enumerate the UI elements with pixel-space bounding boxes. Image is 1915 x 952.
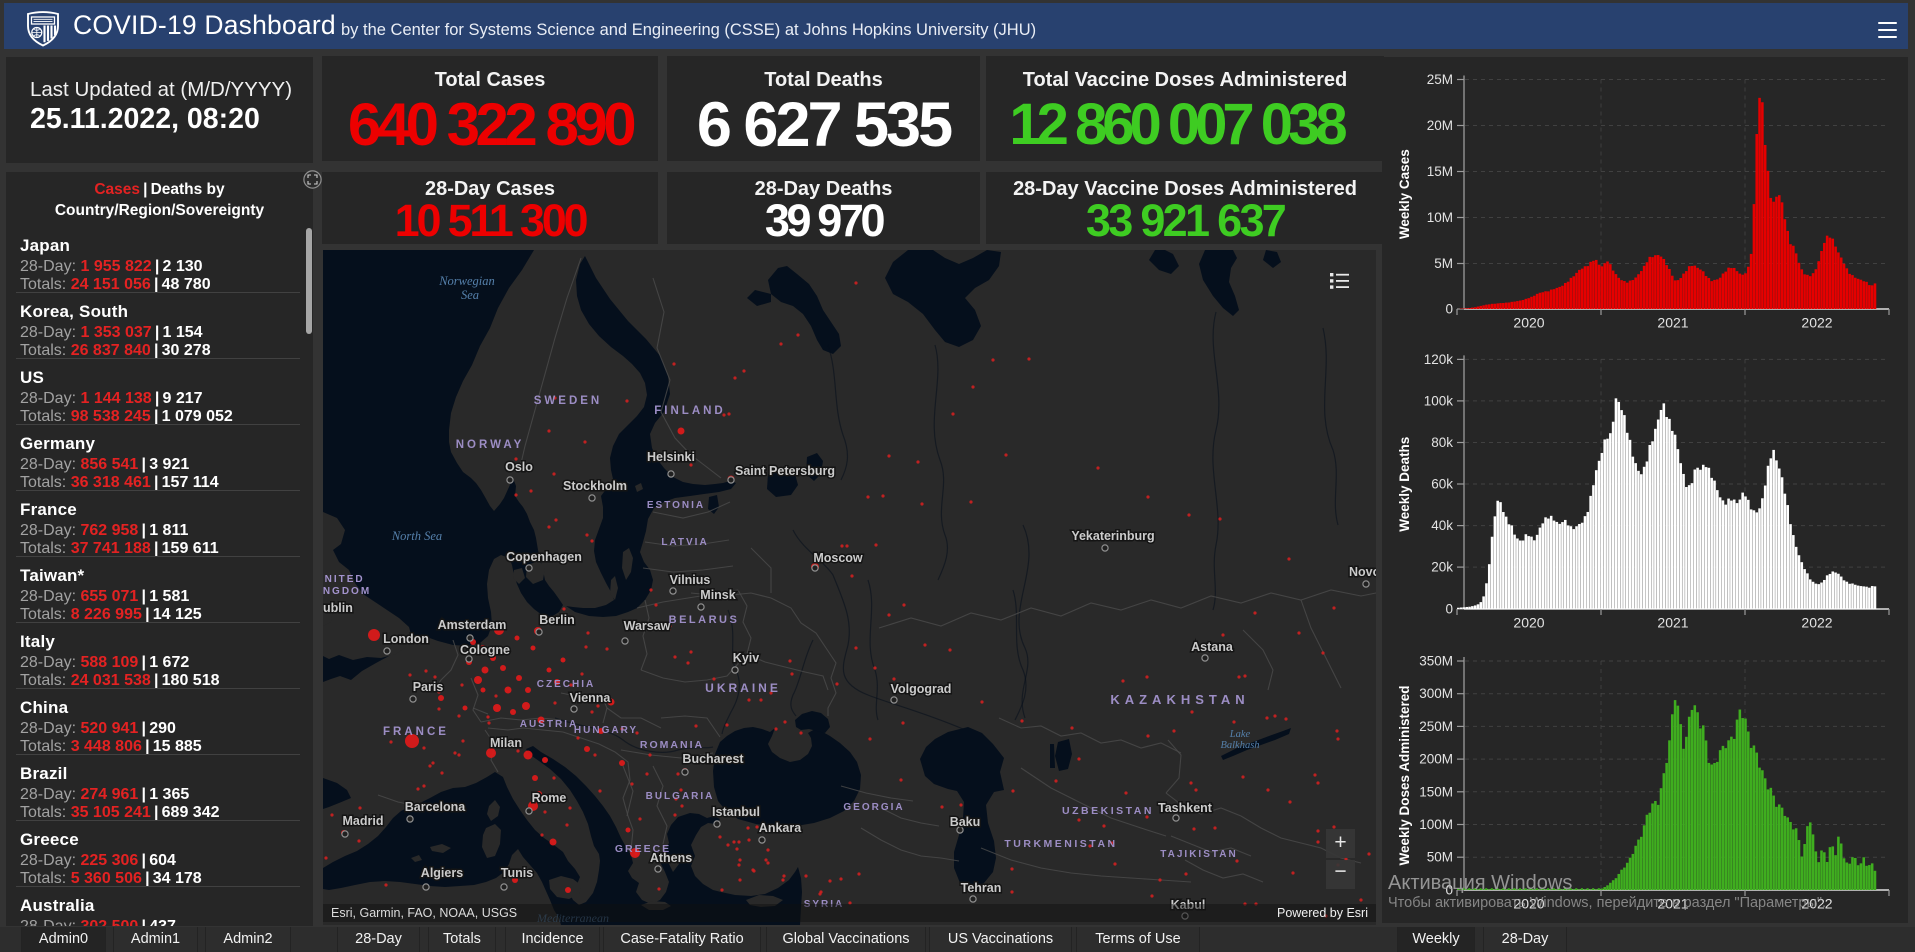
- svg-text:North Sea: North Sea: [391, 529, 442, 543]
- svg-text:Novosibirsk: Novosibirsk: [1349, 565, 1376, 579]
- svg-text:Bucharest: Bucharest: [682, 752, 744, 766]
- svg-text:2021: 2021: [1657, 615, 1688, 631]
- svg-text:Madrid: Madrid: [343, 814, 384, 828]
- svg-text:London: London: [383, 632, 429, 646]
- svg-text:Kyiv: Kyiv: [733, 651, 759, 665]
- svg-text:Helsinki: Helsinki: [647, 450, 695, 464]
- svg-text:Vienna: Vienna: [570, 691, 612, 705]
- svg-text:Weekly Cases: Weekly Cases: [1397, 149, 1412, 239]
- svg-text:Moscow: Moscow: [813, 551, 863, 565]
- svg-text:2022: 2022: [1801, 615, 1832, 631]
- svg-text:25M: 25M: [1427, 72, 1453, 87]
- svg-text:TAJIKISTAN: TAJIKISTAN: [1160, 849, 1237, 860]
- svg-text:UZBEKISTAN: UZBEKISTAN: [1062, 805, 1154, 817]
- svg-text:2021: 2021: [1657, 896, 1688, 912]
- svg-text:50M: 50M: [1427, 850, 1453, 865]
- svg-text:KINGDOM: KINGDOM: [323, 586, 371, 597]
- svg-text:Athens: Athens: [650, 851, 692, 865]
- svg-text:BULGARIA: BULGARIA: [646, 791, 715, 802]
- svg-text:2022: 2022: [1801, 315, 1832, 331]
- svg-text:Ankara: Ankara: [759, 821, 802, 835]
- svg-text:Volgograd: Volgograd: [891, 682, 952, 696]
- svg-text:ESTONIA: ESTONIA: [647, 500, 705, 511]
- svg-text:SYRIA: SYRIA: [804, 899, 845, 910]
- svg-text:Amsterdam: Amsterdam: [438, 618, 507, 632]
- svg-text:Stockholm: Stockholm: [563, 479, 627, 493]
- svg-text:Tunis: Tunis: [501, 866, 533, 880]
- svg-text:Warsaw: Warsaw: [624, 619, 671, 633]
- svg-text:Oslo: Oslo: [505, 460, 533, 474]
- svg-text:60k: 60k: [1431, 477, 1453, 492]
- svg-text:Weekly Deaths: Weekly Deaths: [1397, 437, 1412, 532]
- svg-text:TURKMENISTAN: TURKMENISTAN: [1004, 838, 1117, 850]
- svg-text:100k: 100k: [1424, 393, 1454, 408]
- svg-text:Norwegian: Norwegian: [438, 274, 495, 288]
- svg-text:20k: 20k: [1431, 560, 1453, 575]
- svg-text:150M: 150M: [1419, 784, 1453, 799]
- svg-text:LATVIA: LATVIA: [661, 537, 708, 548]
- svg-text:250M: 250M: [1419, 719, 1453, 734]
- svg-text:5M: 5M: [1434, 256, 1453, 271]
- svg-text:120k: 120k: [1424, 352, 1454, 367]
- svg-text:2021: 2021: [1657, 315, 1688, 331]
- svg-text:Minsk: Minsk: [700, 588, 735, 602]
- svg-text:SWEDEN: SWEDEN: [534, 395, 602, 407]
- svg-text:KAZAKHSTAN: KAZAKHSTAN: [1110, 692, 1249, 707]
- svg-text:FRANCE: FRANCE: [383, 726, 449, 738]
- svg-text:0: 0: [1445, 602, 1453, 617]
- svg-text:Weekly Doses Administered: Weekly Doses Administered: [1397, 685, 1412, 865]
- svg-text:Cologne: Cologne: [460, 643, 510, 657]
- svg-text:Algiers: Algiers: [421, 866, 463, 880]
- svg-text:100M: 100M: [1419, 817, 1453, 832]
- svg-text:FINLAND: FINLAND: [654, 405, 725, 417]
- svg-text:2020: 2020: [1513, 315, 1544, 331]
- svg-text:Berlin: Berlin: [539, 613, 574, 627]
- svg-text:Mediterranean: Mediterranean: [536, 911, 609, 925]
- svg-text:200M: 200M: [1419, 752, 1453, 767]
- svg-text:350M: 350M: [1419, 654, 1453, 669]
- svg-text:Rome: Rome: [532, 791, 567, 805]
- svg-text:Baku: Baku: [950, 815, 981, 829]
- svg-text:Vilnius: Vilnius: [670, 573, 711, 587]
- svg-text:ublin: ublin: [323, 601, 353, 615]
- svg-text:NORWAY: NORWAY: [456, 439, 525, 451]
- svg-text:AUSTRIA: AUSTRIA: [520, 719, 578, 730]
- svg-text:GEORGIA: GEORGIA: [843, 802, 904, 813]
- svg-text:Copenhagen: Copenhagen: [506, 550, 582, 564]
- svg-text:Balkhash: Balkhash: [1220, 740, 1259, 751]
- svg-text:GREECE: GREECE: [615, 843, 671, 855]
- svg-text:15M: 15M: [1427, 164, 1453, 179]
- svg-text:BELARUS: BELARUS: [669, 614, 740, 626]
- svg-text:ROMANIA: ROMANIA: [640, 739, 704, 751]
- svg-text:Saint Petersburg: Saint Petersburg: [735, 464, 835, 478]
- svg-text:Sea: Sea: [461, 288, 479, 302]
- svg-text:UKRAINE: UKRAINE: [705, 681, 781, 695]
- svg-text:80k: 80k: [1431, 435, 1453, 450]
- svg-text:20M: 20M: [1427, 118, 1453, 133]
- svg-text:Lake: Lake: [1229, 729, 1251, 740]
- svg-text:Kabul: Kabul: [1171, 898, 1206, 912]
- svg-text:Paris: Paris: [413, 680, 444, 694]
- svg-text:Milan: Milan: [490, 736, 522, 750]
- svg-text:2022: 2022: [1801, 896, 1832, 912]
- svg-text:2020: 2020: [1513, 615, 1544, 631]
- svg-text:UNITED: UNITED: [323, 574, 365, 585]
- svg-text:Istanbul: Istanbul: [712, 805, 760, 819]
- svg-text:Astana: Astana: [1191, 640, 1234, 654]
- svg-text:300M: 300M: [1419, 686, 1453, 701]
- svg-text:Yekaterinburg: Yekaterinburg: [1071, 529, 1154, 543]
- svg-text:2020: 2020: [1513, 896, 1544, 912]
- svg-text:Tashkent: Tashkent: [1158, 801, 1213, 815]
- svg-text:CZECHIA: CZECHIA: [537, 679, 595, 690]
- svg-text:HUNGARY: HUNGARY: [574, 725, 638, 736]
- svg-text:Barcelona: Barcelona: [405, 800, 466, 814]
- svg-text:0: 0: [1445, 883, 1453, 898]
- svg-text:40k: 40k: [1431, 518, 1453, 533]
- svg-text:10M: 10M: [1427, 210, 1453, 225]
- svg-text:0: 0: [1445, 302, 1453, 317]
- svg-text:Tehran: Tehran: [961, 881, 1002, 895]
